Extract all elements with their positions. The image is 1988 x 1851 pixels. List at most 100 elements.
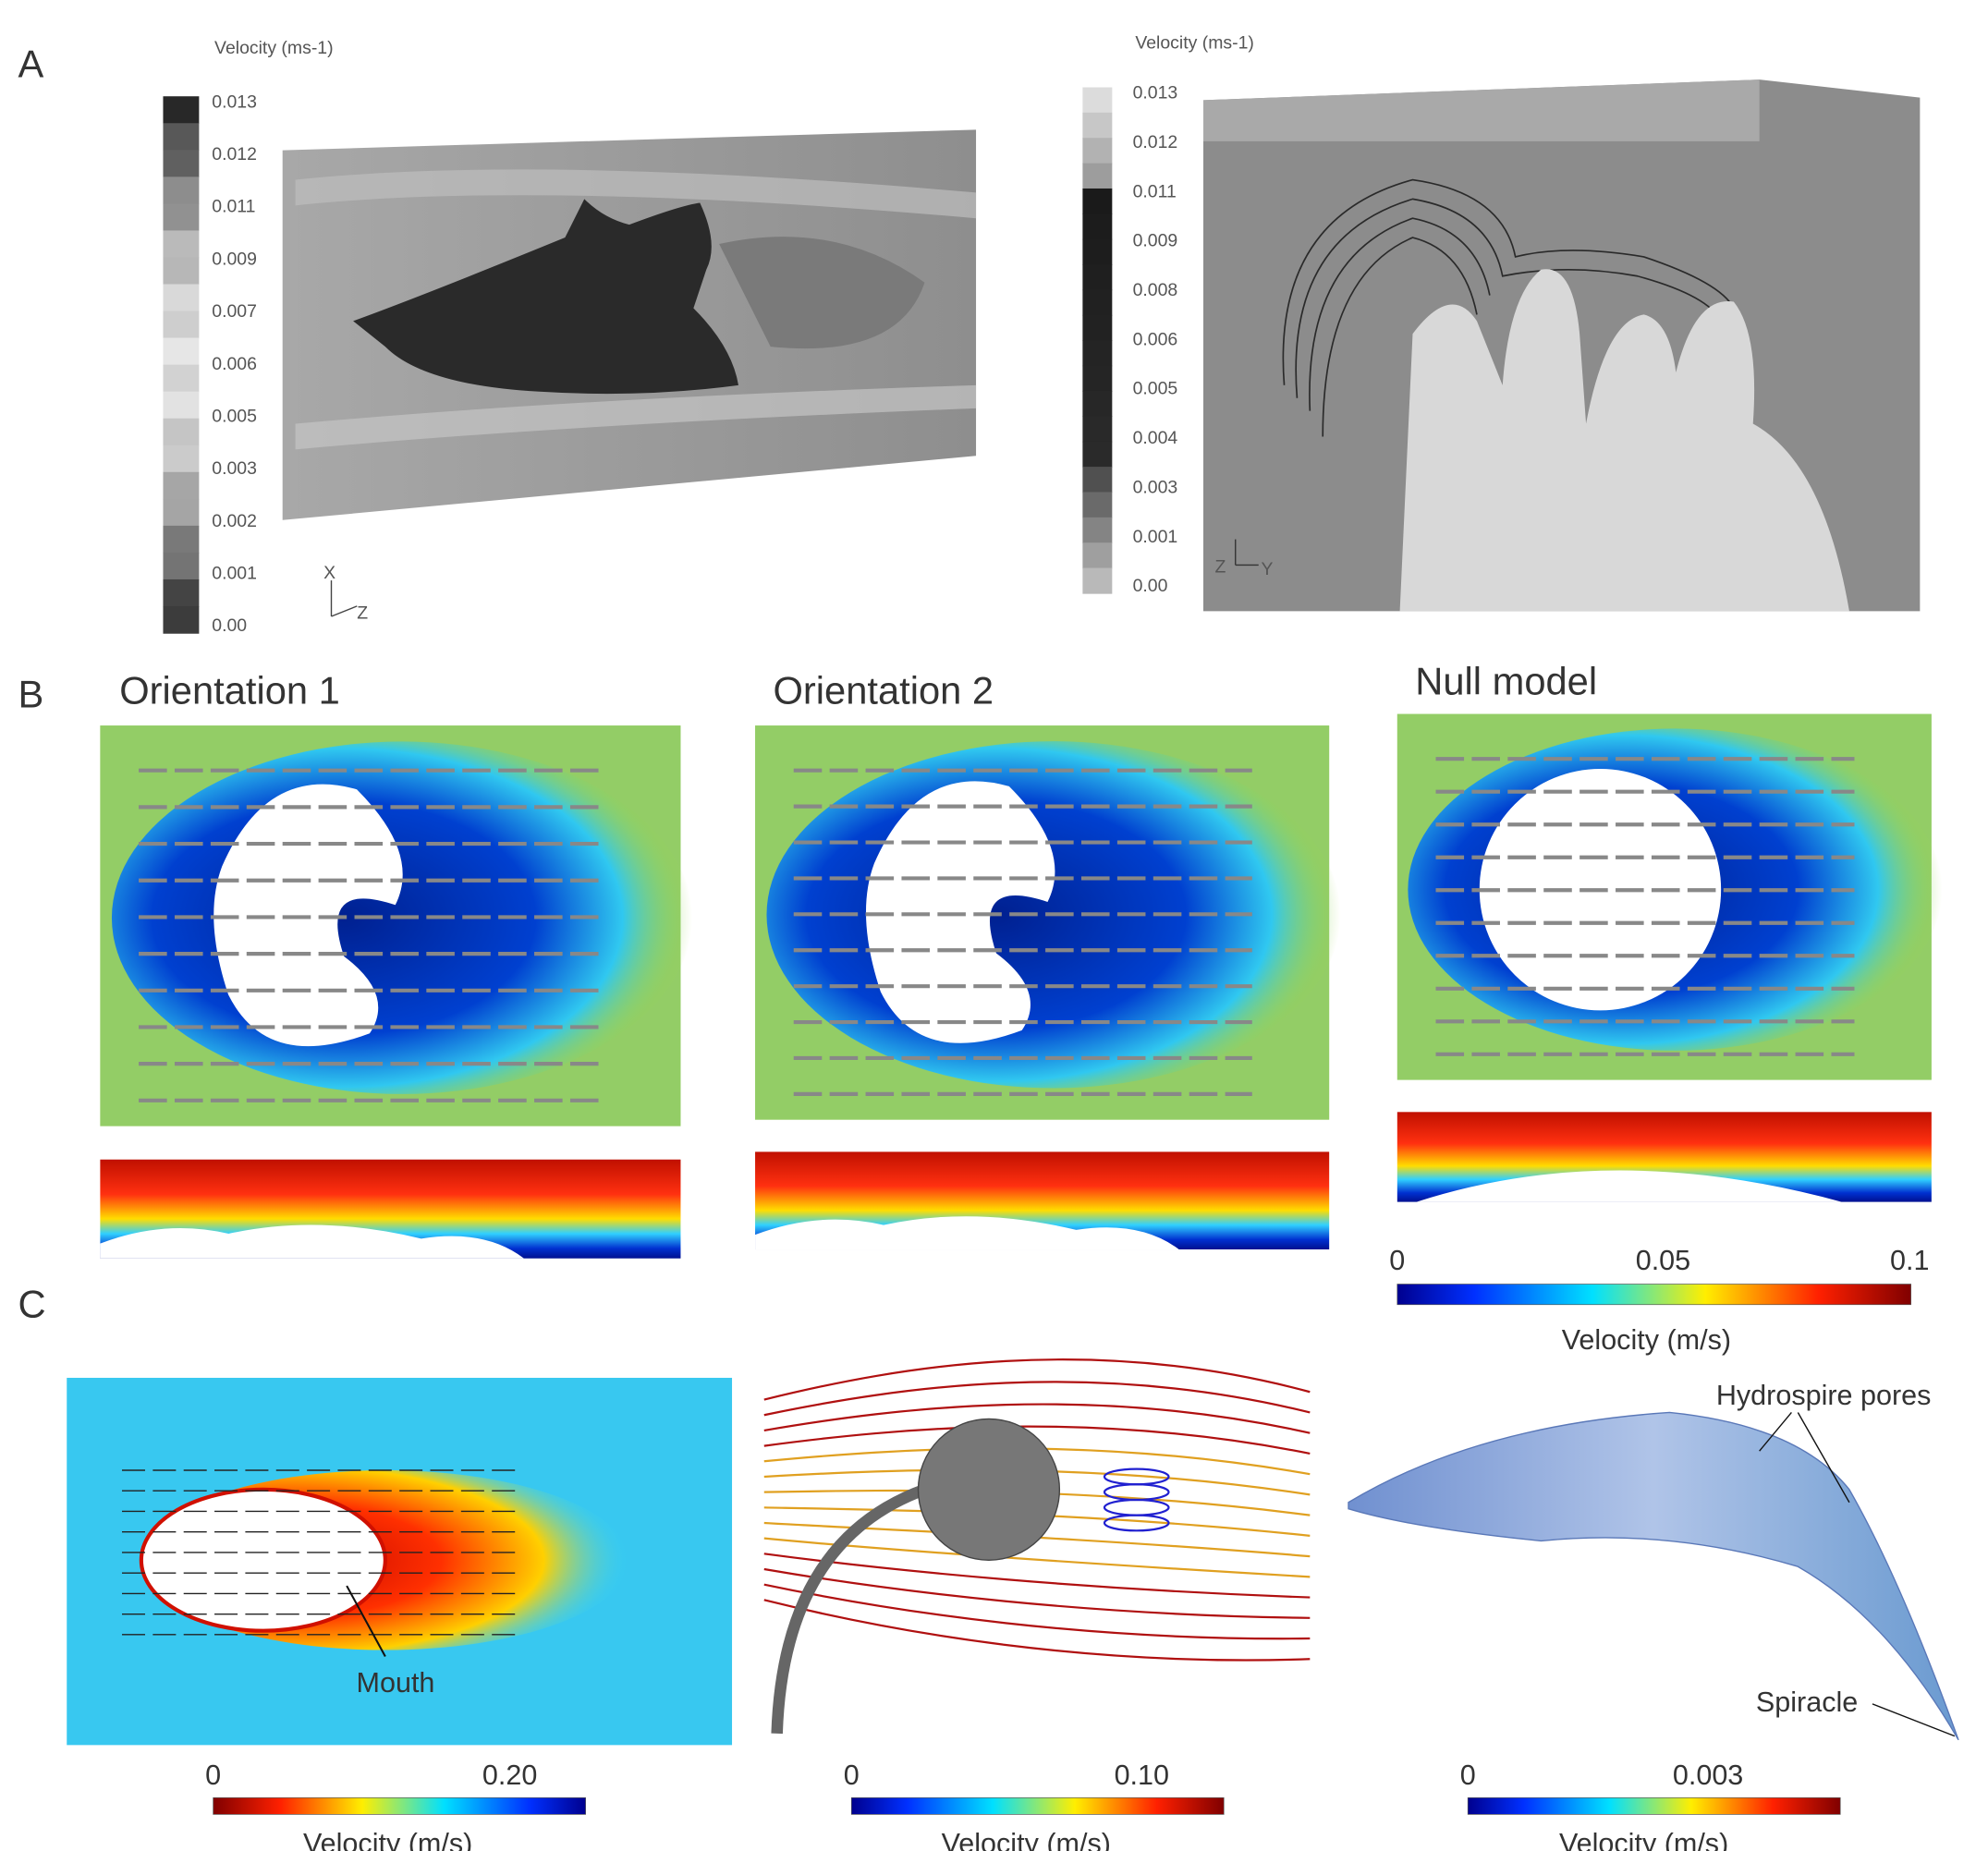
- axis-triad: X Z: [323, 563, 368, 623]
- plane: [1202, 79, 1760, 141]
- colorbar-title: Velocity (m/s): [942, 1828, 1111, 1851]
- colorbar: [1467, 1796, 1841, 1815]
- colorbar-tick: 0.006: [212, 354, 257, 374]
- specimen: [1348, 1411, 1959, 1741]
- colorbar-tick: 0.001: [212, 564, 257, 584]
- colorbar-tick: 0.001: [1133, 527, 1178, 547]
- colorbar-step: [1082, 213, 1113, 240]
- panel-title: Orientation 1: [119, 668, 340, 712]
- colorbar-step: [1082, 416, 1113, 443]
- colorbar-tick: 0.008: [1133, 280, 1178, 300]
- vortex: [1103, 1514, 1170, 1532]
- specimen: [865, 781, 1055, 1043]
- colorbar-tick: 0.003: [1673, 1760, 1743, 1791]
- colorbar: [213, 1796, 586, 1815]
- colorbar-step: [163, 177, 200, 205]
- colorbar: 0.013 0.012 0.011 0.009 0.007 0.006 0.005 0.003…: [163, 91, 257, 636]
- specimen-profile: [100, 1224, 524, 1259]
- colorbar-tick: 0.012: [212, 144, 257, 164]
- axis-label: Z: [357, 603, 368, 623]
- flow-band: [295, 169, 977, 219]
- colorbar-step: [163, 552, 200, 580]
- colorbar-step: [163, 284, 200, 312]
- specimen: [917, 1418, 1061, 1561]
- colorbars: 0 0.20 Velocity (m/s) 0 0.10 Velocity (m/s) 0 0…: [205, 1760, 1841, 1851]
- leader-line: [1872, 1703, 1956, 1737]
- annotation: Hydrospire pores: [1716, 1380, 1932, 1411]
- colorbar-step: [1082, 517, 1113, 543]
- panel-label: B: [18, 673, 43, 716]
- colorbar-step: [1082, 188, 1113, 215]
- colorbar-tick: 0.10: [1115, 1760, 1169, 1791]
- colorbar-title: Velocity (m/s): [1562, 1324, 1731, 1356]
- colorbar-tick: 0.003: [1133, 477, 1178, 497]
- panel-title: Orientation 2: [774, 668, 994, 712]
- colorbar-step: [1082, 542, 1113, 569]
- axis-label: Z: [1215, 556, 1226, 577]
- colorbar-step: [1082, 238, 1113, 265]
- colorbar-tick: 0.00: [212, 615, 247, 636]
- colorbar-step: [1082, 87, 1113, 114]
- colorbar-step: [1082, 112, 1113, 139]
- colorbar-step: [163, 498, 200, 527]
- colorbar-tick: 0: [1460, 1760, 1476, 1791]
- colorbar-tick: 0.013: [212, 91, 257, 112]
- colorbar-step: [163, 96, 200, 124]
- colorbar-tick: 0.007: [212, 301, 257, 322]
- colorbar-step: [163, 525, 200, 554]
- annotation: Mouth: [357, 1667, 435, 1699]
- colorbar-step: [163, 203, 200, 232]
- colorbar-step: [1082, 365, 1113, 392]
- panel-label: A: [18, 42, 43, 85]
- colorbar-tick: 0.009: [1133, 231, 1178, 251]
- colorbar-step: [1082, 467, 1113, 493]
- colorbar-step: [163, 257, 200, 286]
- colorbar-tick: 0.006: [1133, 329, 1178, 349]
- colorbar-step: [1082, 314, 1113, 341]
- colorbar-step: [163, 123, 200, 151]
- colorbar-step: [1082, 264, 1113, 291]
- colorbar-step: [163, 605, 200, 634]
- axis-triad: Z Y: [1215, 539, 1274, 579]
- colorbar-step: [163, 364, 200, 393]
- colorbar-tick: 0: [1389, 1245, 1405, 1276]
- streamline: [763, 1358, 1311, 1401]
- colorbar-step: [163, 230, 200, 259]
- colorbar-step: [1082, 340, 1113, 367]
- flow-band: [295, 384, 977, 450]
- leader-line: [346, 1585, 386, 1657]
- colorbar-step: [1082, 163, 1113, 189]
- colorbar-tick: 0.009: [212, 249, 257, 269]
- leader-line: [1797, 1412, 1850, 1504]
- colorbar-tick: 0.05: [1636, 1245, 1690, 1276]
- colorbar-title: Velocity (ms-1): [214, 38, 334, 58]
- colorbar-title: Velocity (ms-1): [1135, 32, 1254, 53]
- colorbar-step: [1082, 441, 1113, 468]
- colorbar-step: [1082, 567, 1113, 594]
- specimen-profile: [755, 1216, 1179, 1250]
- colorbar-step: [163, 444, 200, 473]
- specimen-profile: [1416, 1170, 1842, 1202]
- colorbar-step: [163, 471, 200, 500]
- colorbar-tick: 0.00: [1133, 576, 1168, 596]
- colorbar-step: [163, 337, 200, 366]
- colorbar-tick: 0.005: [212, 406, 257, 426]
- wake: [719, 237, 925, 349]
- colorbar-tick: 0.012: [1133, 132, 1178, 152]
- colorbar: 0.013 0.012 0.011 0.009 0.008 0.006 0.005 0.004…: [1082, 83, 1178, 596]
- vectors: [122, 1469, 516, 1636]
- colorbar-title: Velocity (m/s): [1559, 1828, 1728, 1851]
- colorbar-step: [163, 578, 200, 607]
- colorbar-tick: 0.002: [212, 511, 257, 531]
- streamline: [763, 1583, 1311, 1640]
- colorbar: [1396, 1284, 1911, 1306]
- colorbar-tick: 0.011: [212, 197, 255, 217]
- streamline: [763, 1567, 1311, 1619]
- colorbar-tick: 0.003: [212, 458, 257, 479]
- streamline: [763, 1381, 1311, 1417]
- colorbar-tick: 0.005: [1133, 379, 1178, 399]
- colorbar-step: [1082, 492, 1113, 518]
- colorbar-step: [163, 311, 200, 339]
- streamline: [763, 1403, 1311, 1434]
